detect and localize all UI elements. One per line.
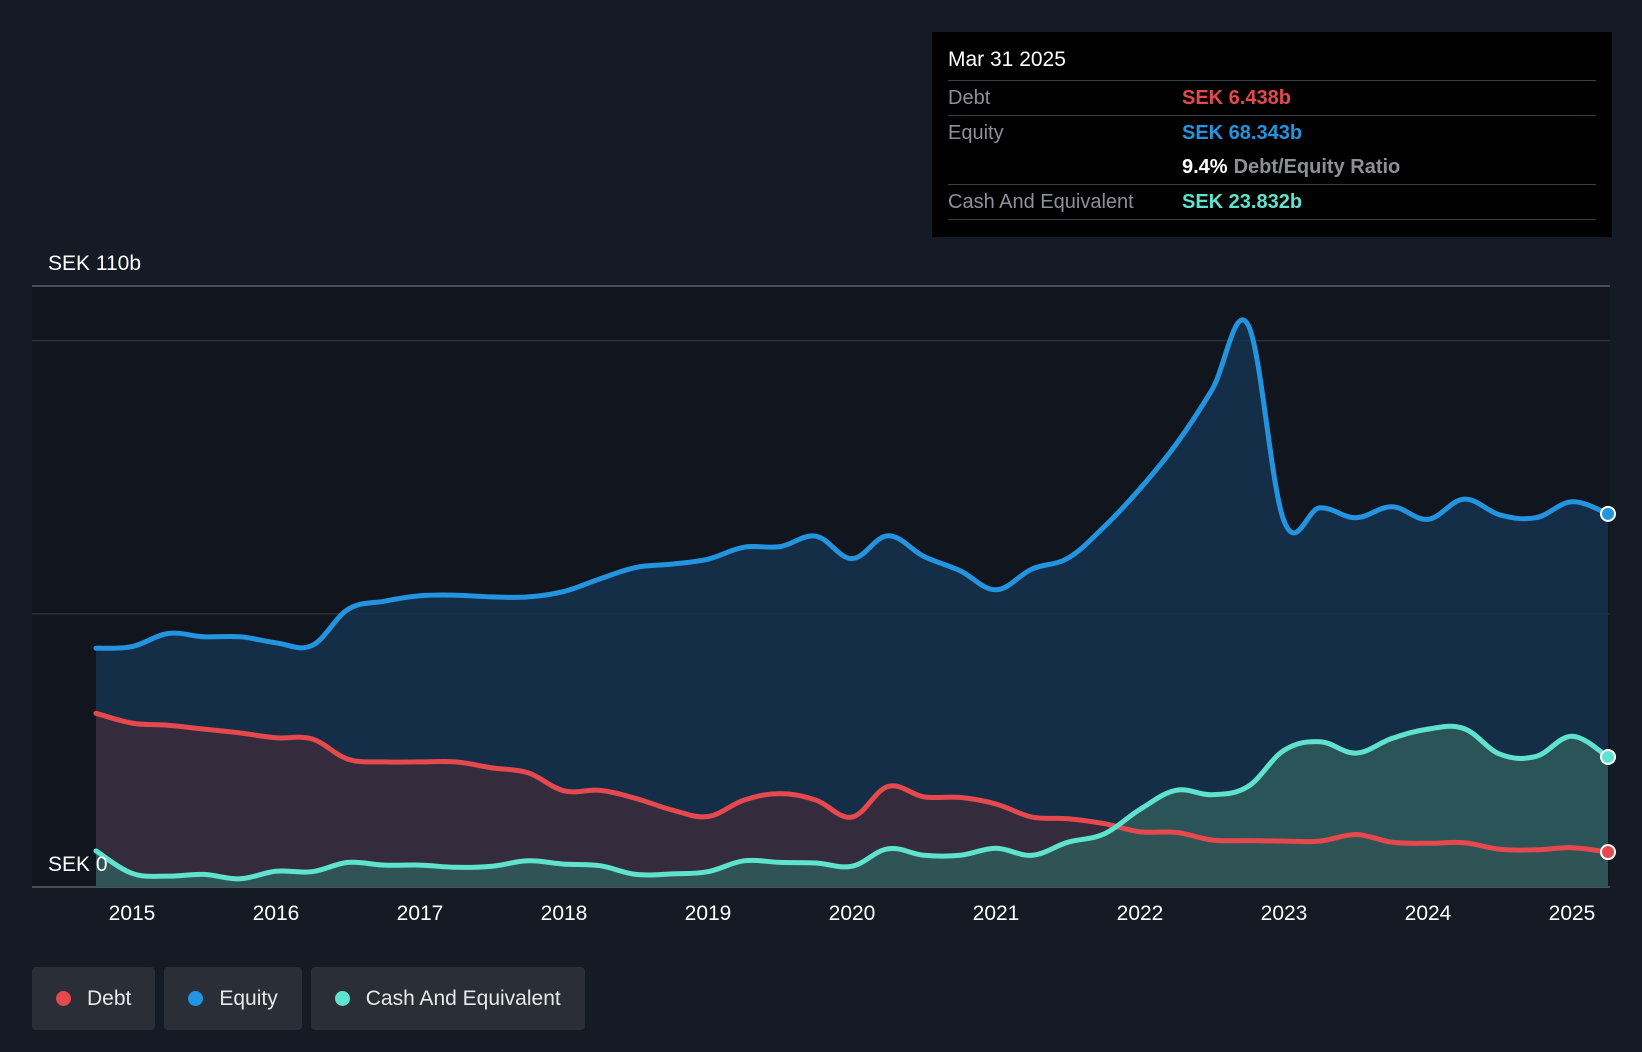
debt-endpoint-marker[interactable] (1600, 844, 1616, 861)
tooltip-cash-label: Cash And Equivalent (948, 190, 1134, 213)
equity-area (96, 319, 1608, 887)
legend-item-equity[interactable]: Equity (164, 967, 302, 1030)
equity-dot-icon (188, 991, 204, 1006)
tooltip-equity-value: SEK 68.343b (1182, 121, 1303, 144)
tooltip-debt-label: Debt (948, 86, 991, 109)
y-axis-top-label: SEK 110b (48, 252, 141, 275)
legend-item-cash[interactable]: Cash And Equivalent (310, 967, 585, 1030)
equity-line (93, 317, 1611, 651)
x-tick-2022: 2022 (1117, 902, 1164, 925)
equity-endpoint-marker[interactable] (1600, 505, 1616, 522)
series-endpoints (1600, 505, 1616, 861)
legend-label-equity: Equity (219, 986, 278, 1010)
tooltip-ratio-label: Debt/Equity Ratio (1233, 155, 1401, 178)
tooltip-equity-label: Equity (948, 121, 1004, 144)
tooltip-ratio-value: 9.4% (1182, 155, 1228, 178)
tooltip-cash-value: SEK 23.832b (1182, 190, 1303, 213)
legend-label-cash: Cash And Equivalent (365, 986, 561, 1010)
cash-line (93, 723, 1611, 882)
y-axis-bottom-label: SEK 0 (48, 853, 108, 876)
legend-item-debt[interactable]: Debt (32, 967, 156, 1030)
x-tick-2025: 2025 (1549, 902, 1596, 925)
x-tick-2024: 2024 (1405, 902, 1452, 925)
x-tick-2018: 2018 (541, 902, 588, 925)
cash-area (96, 726, 1608, 887)
x-tick-2023: 2023 (1261, 902, 1308, 925)
tooltip-panel: Mar 31 2025 Debt SEK 6.438b Equity SEK 6… (932, 32, 1612, 237)
x-tick-2019: 2019 (685, 902, 732, 925)
tooltip-row-ratio: 9.4% Debt/Equity Ratio (948, 150, 1596, 184)
debt-line (93, 710, 1611, 855)
legend: Debt Equity Cash And Equivalent (32, 967, 585, 1030)
legend-label-debt: Debt (87, 986, 132, 1010)
cash-endpoint-marker[interactable] (1600, 748, 1616, 765)
debt-dot-icon (56, 991, 71, 1006)
tooltip-debt-value: SEK 6.438b (1182, 86, 1291, 109)
tooltip-row-cash: Cash And Equivalent SEK 23.832b (948, 184, 1596, 220)
x-tick-2021: 2021 (973, 902, 1020, 925)
x-tick-2016: 2016 (253, 902, 300, 925)
tooltip-row-debt: Debt SEK 6.438b (948, 80, 1596, 115)
tooltip-row-equity: Equity SEK 68.343b (948, 115, 1596, 150)
x-axis-ticks: 2015 2016 2017 2018 2019 2020 2021 2022 2023 2024… (109, 902, 1596, 925)
x-tick-2017: 2017 (397, 902, 444, 925)
tooltip-date: Mar 31 2025 (948, 48, 1066, 71)
x-tick-2020: 2020 (829, 902, 876, 925)
x-tick-2015: 2015 (109, 902, 156, 925)
series-lines (93, 317, 1611, 882)
cash-dot-icon (334, 991, 350, 1006)
series-areas (96, 319, 1608, 887)
